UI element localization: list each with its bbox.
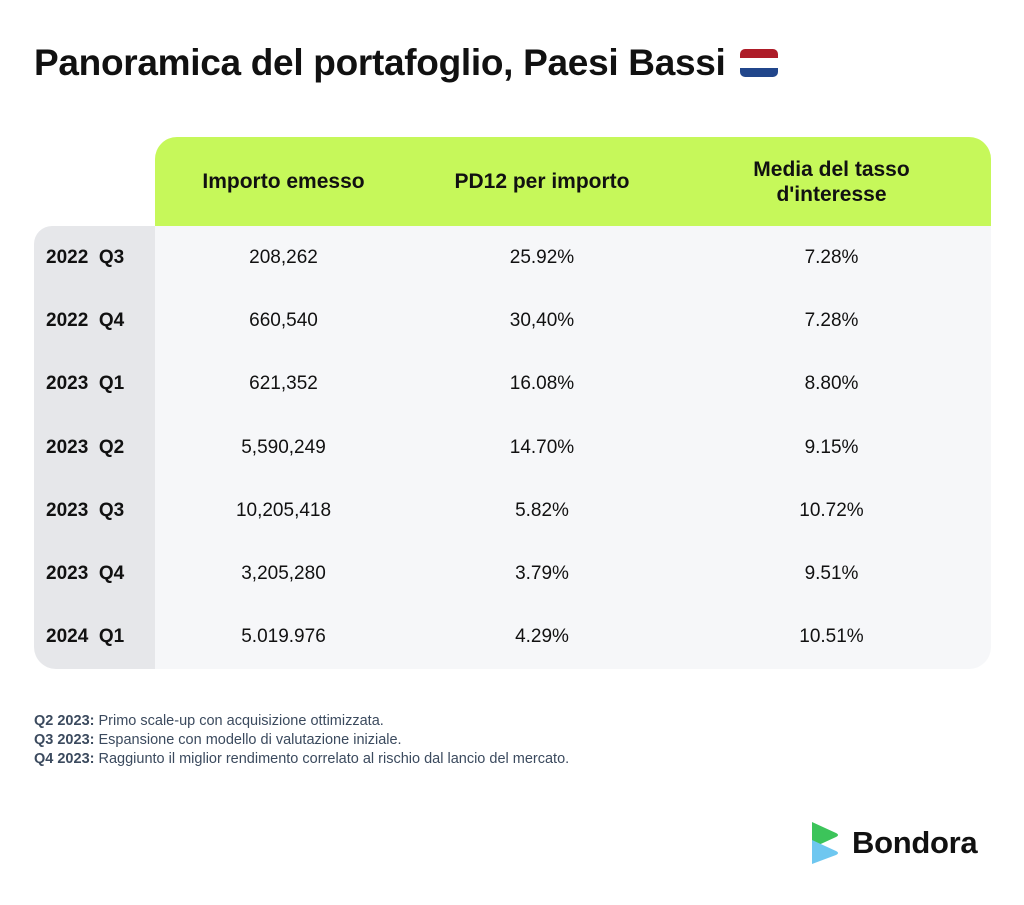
footnote-text: Raggiunto il miglior rendimento correlat… — [94, 751, 570, 767]
row-label: 2023 Q4 — [46, 563, 125, 585]
cell-pd12: 4.29% — [515, 626, 569, 648]
cell-importo: 5.019.976 — [241, 626, 326, 648]
cell-importo: 3,205,280 — [241, 563, 326, 585]
row-label: 2023 Q3 — [46, 499, 125, 521]
footnote-text: Espansione con modello di valutazione in… — [94, 732, 402, 748]
footnote-key: Q3 2023: — [34, 732, 95, 748]
row-label: 2023 Q2 — [46, 436, 125, 458]
row-label-cell: 2023 Q2 — [34, 416, 155, 479]
table-header: Importo emesso PD12 per importo Media de… — [34, 137, 991, 226]
brand-logo: Bondora — [810, 820, 978, 866]
col-header-pd12: PD12 per importo — [454, 170, 630, 193]
row-label-cell: 2023 Q1 — [34, 353, 155, 416]
table-row: 5,590,249 14.70% 9.15% — [155, 416, 991, 479]
cell-importo: 208,262 — [249, 246, 318, 268]
row-label-cell: 2023 Q4 — [34, 542, 155, 605]
cell-pd12: 5.82% — [515, 499, 569, 521]
cell-pd12: 25.92% — [509, 246, 575, 268]
table-row: 621,352 16.08% 8.80% — [155, 353, 991, 416]
footnote-key: Q4 2023: — [34, 751, 95, 767]
header-corner — [34, 137, 155, 226]
table-row: 5.019.976 4.29% 10.51% — [155, 606, 991, 669]
portfolio-table: Importo emesso PD12 per importo Media de… — [34, 137, 991, 669]
row-label: 2024 Q1 — [46, 626, 125, 648]
row-label-cell: 2023 Q3 — [34, 479, 155, 542]
footnote: Q3 2023: Espansione con modello di valut… — [34, 731, 569, 750]
cell-tasso: 10.72% — [799, 499, 864, 521]
cell-importo: 621,352 — [249, 373, 318, 395]
title-text: Panoramica del portafoglio, Paesi Bassi — [34, 42, 726, 83]
row-label-cell: 2024 Q1 — [34, 606, 155, 669]
row-label: 2022 Q4 — [46, 309, 125, 331]
cell-pd12: 3.79% — [515, 563, 569, 585]
cell-tasso: 10.51% — [799, 626, 864, 648]
cell-tasso: 7.28% — [804, 309, 859, 331]
footnote: Q2 2023: Primo scale-up con acquisizione… — [34, 712, 569, 731]
footnotes: Q2 2023: Primo scale-up con acquisizione… — [34, 712, 569, 769]
row-label: 2023 Q1 — [46, 373, 125, 395]
page-title: Panoramica del portafoglio, Paesi Bassi — [34, 42, 778, 84]
cell-tasso: 9.15% — [804, 436, 859, 458]
cell-tasso: 9.51% — [804, 563, 859, 585]
col-header-importo: Importo emesso — [202, 170, 365, 193]
cell-importo: 5,590,249 — [241, 436, 326, 458]
row-label-cell: 2022 Q3 — [34, 226, 155, 289]
row-label: 2022 Q3 — [46, 246, 125, 268]
table-row: 208,262 25.92% 7.28% — [155, 226, 991, 289]
header-band: Importo emesso PD12 per importo Media de… — [155, 137, 991, 226]
cell-tasso: 8.80% — [804, 373, 859, 395]
col-header-tasso: Media del tasso d'interesse — [753, 157, 910, 206]
row-labels: 2022 Q3 2022 Q4 2023 Q1 2023 Q2 2023 Q3 2023 … — [34, 226, 155, 669]
cell-pd12: 16.08% — [509, 373, 575, 395]
table-row: 3,205,280 3.79% 9.51% — [155, 542, 991, 605]
brand-name: Bondora — [852, 825, 978, 860]
table-body: 2022 Q3 2022 Q4 2023 Q1 2023 Q2 2023 Q3 2023 … — [34, 226, 991, 669]
cell-importo: 660,540 — [249, 309, 318, 331]
row-label-cell: 2022 Q4 — [34, 289, 155, 352]
cell-importo: 10,205,418 — [235, 499, 332, 521]
bondora-logo-icon — [812, 822, 838, 864]
table-row: 660,540 30,40% 7.28% — [155, 289, 991, 352]
cell-tasso: 7.28% — [804, 246, 859, 268]
row-values: 208,262 25.92% 7.28% 660,540 30,40% 7.28% 621,… — [155, 226, 991, 669]
netherlands-flag-icon — [739, 49, 778, 77]
cell-pd12: 14.70% — [509, 436, 575, 458]
footnote-key: Q2 2023: — [34, 713, 95, 729]
footnote: Q4 2023: Raggiunto il miglior rendimento… — [34, 750, 569, 769]
table-row: 10,205,418 5.82% 10.72% — [155, 479, 991, 542]
cell-pd12: 30,40% — [509, 309, 575, 331]
footnote-text: Primo scale-up con acquisizione ottimizz… — [94, 713, 384, 729]
